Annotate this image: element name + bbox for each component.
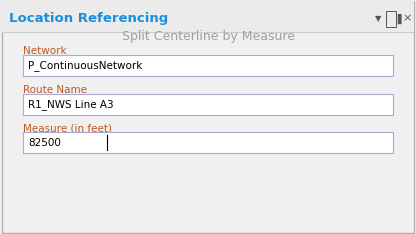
Text: R1_NWS Line A3: R1_NWS Line A3 xyxy=(28,99,114,110)
Text: Location Referencing: Location Referencing xyxy=(9,12,168,25)
FancyBboxPatch shape xyxy=(23,94,393,115)
Text: ▐: ▐ xyxy=(394,14,401,24)
Text: Measure (in feet): Measure (in feet) xyxy=(23,124,112,134)
FancyBboxPatch shape xyxy=(2,0,414,5)
FancyBboxPatch shape xyxy=(23,55,393,76)
Text: Network: Network xyxy=(23,47,67,56)
FancyBboxPatch shape xyxy=(2,0,414,32)
Text: Split Centerline by Measure: Split Centerline by Measure xyxy=(121,30,295,43)
Text: P_ContinuousNetwork: P_ContinuousNetwork xyxy=(28,60,142,71)
Text: 82500: 82500 xyxy=(28,138,61,148)
FancyBboxPatch shape xyxy=(23,132,393,153)
Text: ×: × xyxy=(402,14,411,24)
Text: Route Name: Route Name xyxy=(23,85,87,95)
Text: ▼: ▼ xyxy=(375,14,382,23)
FancyBboxPatch shape xyxy=(2,32,414,33)
